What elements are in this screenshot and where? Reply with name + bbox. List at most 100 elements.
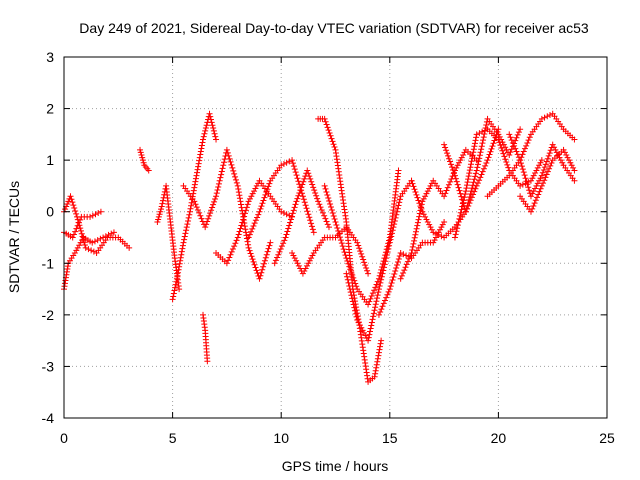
series-track-d <box>137 146 152 174</box>
data-point-marker <box>218 171 225 178</box>
data-point-marker <box>395 202 402 209</box>
data-point-marker <box>463 205 470 212</box>
data-point-marker <box>88 247 95 254</box>
data-point-marker <box>311 187 318 194</box>
data-point-marker <box>400 270 407 277</box>
data-point-marker <box>480 137 487 144</box>
data-point-marker <box>248 193 255 200</box>
data-point-marker <box>298 184 305 191</box>
data-point-marker <box>245 234 252 241</box>
data-point-marker <box>378 276 385 283</box>
data-point-marker <box>502 144 509 151</box>
data-point-marker <box>249 225 256 232</box>
data-point-marker <box>92 211 99 218</box>
data-point-marker <box>333 222 340 229</box>
data-point-marker <box>477 174 484 181</box>
data-point-marker <box>414 222 421 229</box>
data-point-marker <box>496 139 503 146</box>
data-point-marker <box>388 233 395 240</box>
data-point-marker <box>68 196 75 203</box>
data-point-marker <box>299 181 306 188</box>
data-point-marker <box>568 162 575 169</box>
data-point-marker <box>414 194 421 201</box>
data-point-marker <box>509 139 516 146</box>
data-point-marker <box>469 182 476 189</box>
data-point-marker <box>340 246 347 253</box>
data-point-marker <box>349 298 356 305</box>
data-point-marker <box>297 187 304 194</box>
data-point-marker <box>100 234 107 241</box>
data-point-marker <box>354 317 361 324</box>
series-track-r <box>408 126 502 241</box>
data-point-marker <box>264 186 271 193</box>
data-point-marker <box>546 165 553 172</box>
data-point-marker <box>571 177 578 184</box>
data-point-marker <box>300 196 307 203</box>
series-track-t <box>451 126 545 241</box>
data-point-marker <box>438 233 445 240</box>
data-point-marker <box>236 228 243 235</box>
data-point-marker <box>396 199 403 206</box>
data-point-marker <box>304 167 311 174</box>
data-point-marker <box>137 146 144 153</box>
data-point-marker <box>559 159 566 166</box>
data-point-marker <box>443 147 450 154</box>
data-point-marker <box>278 162 285 169</box>
data-point-marker <box>471 143 478 150</box>
data-point-marker <box>215 180 222 187</box>
data-point-marker <box>545 152 552 159</box>
data-point-marker <box>482 162 489 169</box>
data-point-marker <box>235 189 242 196</box>
data-point-marker <box>533 167 540 174</box>
data-point-marker <box>171 287 178 294</box>
data-point-marker <box>176 263 183 270</box>
data-point-marker <box>213 193 220 200</box>
data-point-marker <box>465 173 472 180</box>
data-point-marker <box>365 270 372 277</box>
data-point-marker <box>447 158 454 165</box>
data-point-marker <box>518 160 525 167</box>
data-point-marker <box>448 161 455 168</box>
data-point-marker <box>526 187 533 194</box>
data-point-marker <box>392 268 399 275</box>
data-point-marker <box>531 200 538 207</box>
data-point-marker <box>398 272 405 279</box>
data-point-marker <box>367 325 374 332</box>
data-point-marker <box>179 245 186 252</box>
data-point-marker <box>366 298 373 305</box>
data-point-marker <box>505 164 512 171</box>
data-point-marker <box>467 161 474 168</box>
data-point-marker <box>289 210 296 217</box>
data-point-marker <box>462 188 469 195</box>
data-point-marker <box>413 191 420 198</box>
data-point-marker <box>182 230 189 237</box>
data-point-marker <box>309 226 316 233</box>
data-point-marker <box>410 240 417 247</box>
data-point-marker <box>223 146 230 153</box>
data-point-marker <box>324 124 331 131</box>
data-point-marker <box>352 280 359 287</box>
data-point-marker <box>498 144 505 151</box>
data-point-marker <box>367 295 374 302</box>
data-point-marker <box>474 164 481 171</box>
data-point-marker <box>246 231 253 238</box>
data-point-marker <box>501 153 508 160</box>
data-point-marker <box>364 267 371 274</box>
data-point-marker <box>563 151 570 158</box>
data-point-marker <box>541 164 548 171</box>
data-point-marker <box>292 201 299 208</box>
data-point-marker <box>526 134 533 141</box>
data-point-marker <box>527 208 534 215</box>
data-point-marker <box>375 311 382 318</box>
data-point-marker <box>444 184 451 191</box>
data-point-marker <box>529 205 536 212</box>
data-point-marker <box>346 286 353 293</box>
data-point-marker <box>508 146 515 153</box>
data-point-marker <box>181 236 188 243</box>
data-point-marker <box>307 175 314 182</box>
data-point-marker <box>386 242 393 249</box>
data-point-marker <box>288 213 295 220</box>
data-point-marker <box>366 331 373 338</box>
data-point-marker <box>238 201 245 208</box>
data-point-marker <box>384 291 391 298</box>
